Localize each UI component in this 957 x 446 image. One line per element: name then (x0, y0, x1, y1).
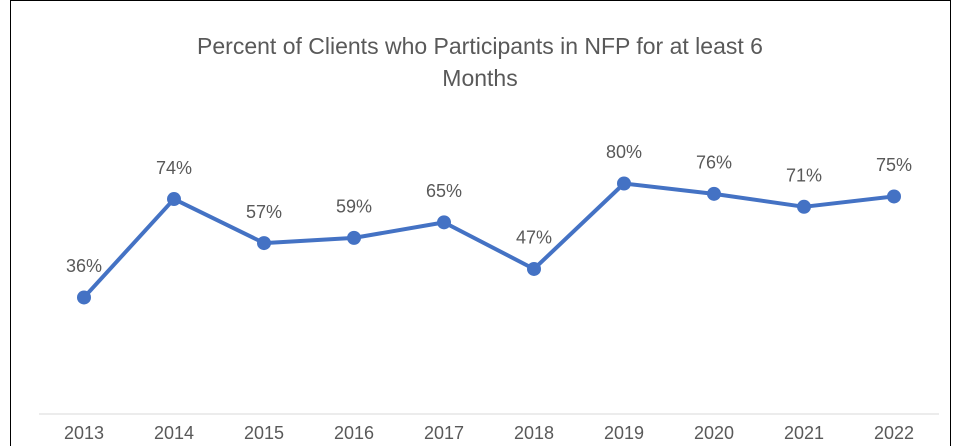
x-tick-label: 2016 (334, 423, 374, 443)
x-tick-label: 2020 (694, 423, 734, 443)
x-tick-label: 2013 (64, 423, 104, 443)
chart-title: Percent of Clients who Participants in N… (197, 33, 763, 91)
x-tick-label: 2014 (154, 423, 194, 443)
x-tick-label: 2018 (514, 423, 554, 443)
data-label: 71% (786, 166, 822, 186)
frame (10, 0, 951, 446)
data-label: 36% (66, 256, 102, 276)
data-point (257, 236, 271, 251)
data-label: 47% (516, 228, 552, 248)
series-line (82, 181, 895, 299)
data-point (617, 176, 631, 191)
data-point (167, 192, 181, 207)
x-tick-label: 2019 (604, 423, 644, 443)
x-tick-label: 2017 (424, 423, 464, 443)
x-tick-label: 2015 (244, 423, 284, 443)
data-point (527, 261, 541, 276)
data-point (797, 199, 811, 214)
x-tick-label: 2021 (784, 423, 824, 443)
data-label: 75% (876, 155, 912, 175)
data-point (347, 230, 361, 245)
data-label: 80% (606, 142, 642, 162)
data-label: 57% (246, 202, 282, 222)
data-label: 76% (696, 153, 732, 173)
x-tick-label: 2022 (874, 423, 914, 443)
data-point (707, 186, 721, 201)
data-point (77, 290, 91, 305)
data-label: 65% (426, 181, 462, 201)
data-point (887, 189, 901, 204)
data-point (437, 215, 451, 230)
data-label: 59% (336, 197, 372, 217)
data-label: 74% (156, 158, 192, 178)
